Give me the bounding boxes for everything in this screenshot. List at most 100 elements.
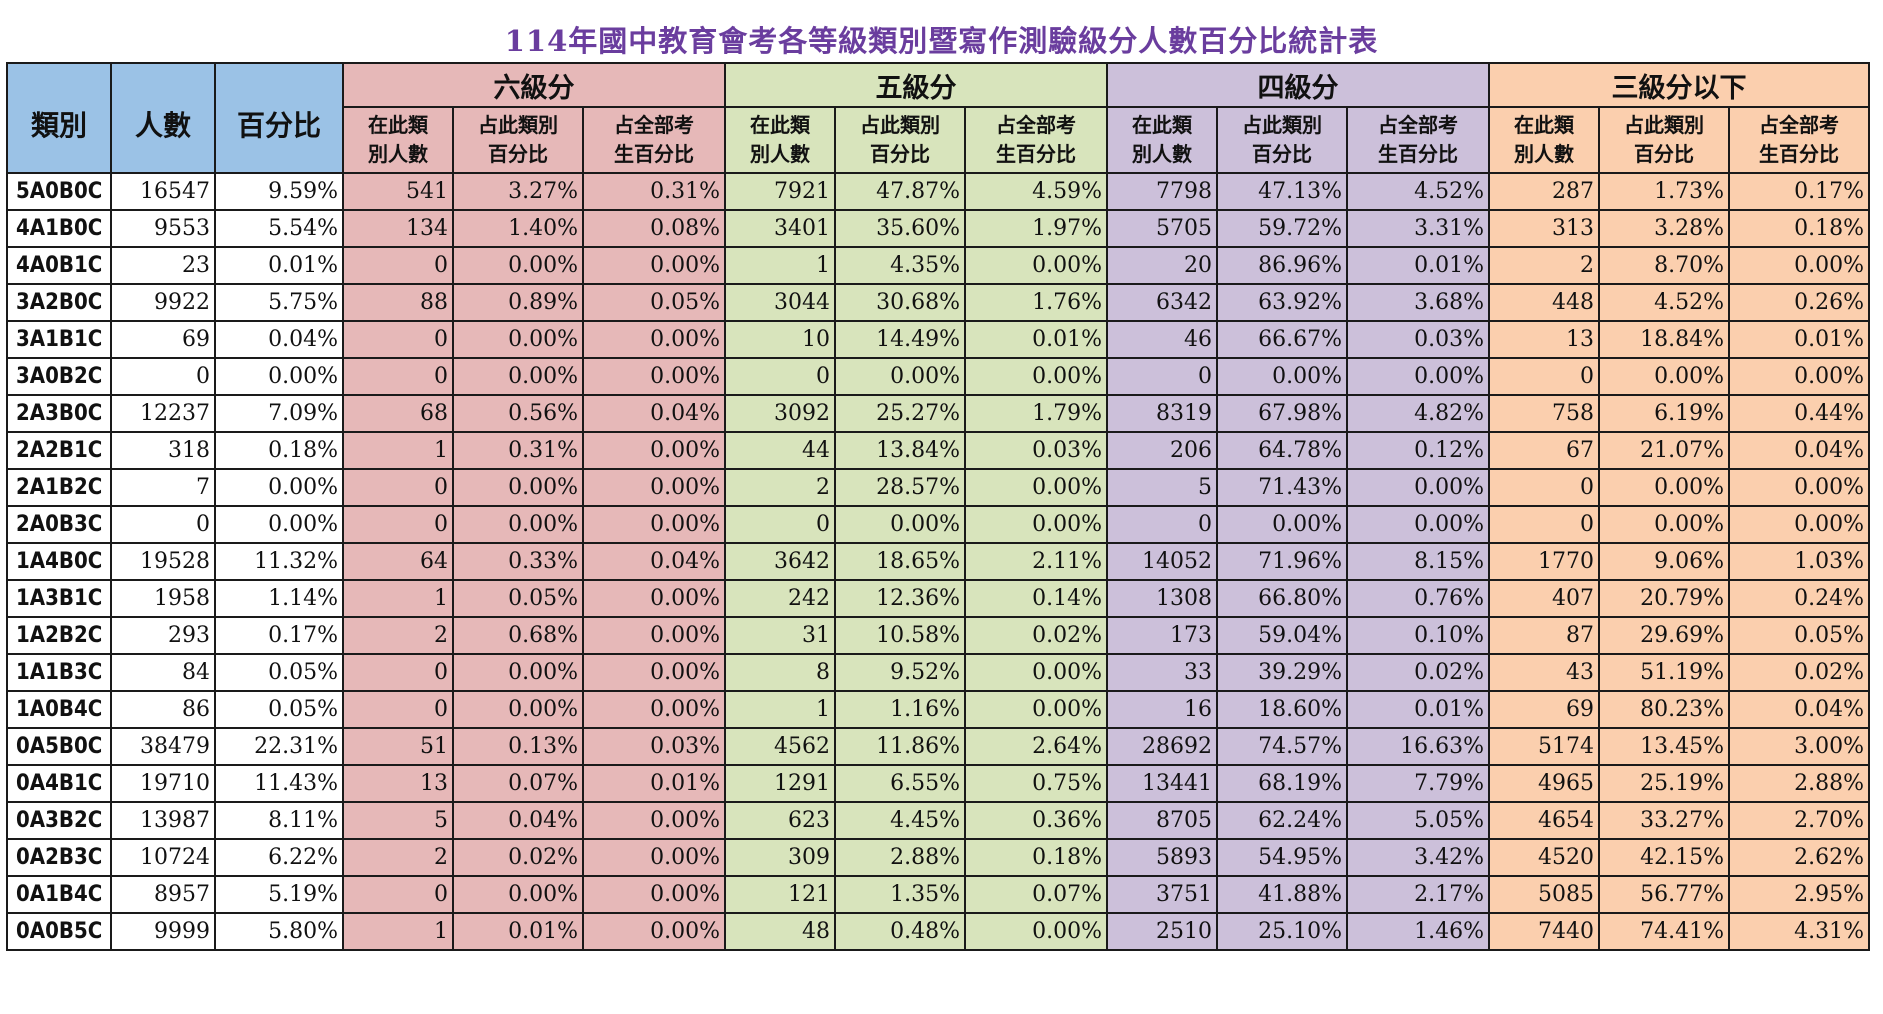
level3-below-category-percent-cell: 33.27% <box>1598 801 1730 840</box>
level4-category-percent-cell: 66.80% <box>1216 579 1348 618</box>
level3-below-category-percent-cell: 8.70% <box>1598 246 1730 285</box>
level3-below-category-percent-cell: 20.79% <box>1598 579 1730 618</box>
level4-total-percent-cell: 7.79% <box>1346 764 1490 803</box>
level4-count-cell: 13441 <box>1106 764 1218 803</box>
level5-category-percent-cell: 0.00% <box>834 505 966 544</box>
table-row: 1A2B2C 293 0.17% 2 0.68% 0.00% 31 10.58% 0.02% 17… <box>6 616 1870 655</box>
level6-category-percent-cell: 0.00% <box>452 320 584 359</box>
count-cell: 1958 <box>110 579 216 618</box>
category-cell: 4A0B1C <box>6 246 112 285</box>
level3-below-count-cell: 758 <box>1488 394 1600 433</box>
table-row: 2A3B0C 12237 7.09% 68 0.56% 0.04% 3092 25.27% 1.… <box>6 394 1870 433</box>
level6-count-cell: 64 <box>342 542 454 581</box>
level5-count-cell: 309 <box>724 838 836 877</box>
level6-count-cell: 0 <box>342 690 454 729</box>
count-cell: 318 <box>110 431 216 470</box>
table-row: 5A0B0C 16547 9.59% 541 3.27% 0.31% 7921 47.87% 4… <box>6 172 1870 211</box>
level6-count-cell: 0 <box>342 246 454 285</box>
level4-total-percent-cell: 3.31% <box>1346 209 1490 248</box>
table-row: 1A0B4C 86 0.05% 0 0.00% 0.00% 1 1.16% 0.00% 16 18.… <box>6 690 1870 729</box>
level6-category-percent-cell: 0.00% <box>452 875 584 914</box>
level6-category-percent-cell: 0.00% <box>452 505 584 544</box>
category-cell: 1A0B4C <box>6 690 112 729</box>
level3-below-category-percent-cell: 0.00% <box>1598 468 1730 507</box>
level4-total-percent-cell: 3.42% <box>1346 838 1490 877</box>
level4-total-percent-cell: 4.82% <box>1346 394 1490 433</box>
percent-cell: 0.00% <box>214 468 344 507</box>
level3-below-count-cell: 0 <box>1488 357 1600 396</box>
level6-total-percent-cell: 0.00% <box>582 838 726 877</box>
category-cell: 0A3B2C <box>6 801 112 840</box>
percent-cell: 0.18% <box>214 431 344 470</box>
count-cell: 9922 <box>110 283 216 322</box>
level5-total-percent-cell: 0.00% <box>964 690 1108 729</box>
level4-count-cell: 46 <box>1106 320 1218 359</box>
level6-count-cell: 541 <box>342 172 454 211</box>
level5-category-percent-cell: 13.84% <box>834 431 966 470</box>
level3-below-category-percent-cell: 74.41% <box>1598 912 1730 951</box>
level4-total-percent-cell: 0.02% <box>1346 653 1490 692</box>
count-cell: 9553 <box>110 209 216 248</box>
level5-total-percent-cell: 0.00% <box>964 357 1108 396</box>
level4-category-percent-cell: 74.57% <box>1216 727 1348 766</box>
level3-below-count-cell: 2 <box>1488 246 1600 285</box>
level5-category-percent-cell: 1.35% <box>834 875 966 914</box>
level4-category-percent-cell: 54.95% <box>1216 838 1348 877</box>
level4-total-percent-cell: 8.15% <box>1346 542 1490 581</box>
category-cell: 0A0B5C <box>6 912 112 951</box>
level4-total-percent-cell: 2.17% <box>1346 875 1490 914</box>
level6-category-percent-cell: 0.05% <box>452 579 584 618</box>
level6-total-percent-cell: 0.01% <box>582 764 726 803</box>
category-cell: 2A1B2C <box>6 468 112 507</box>
level5-count-cell: 1 <box>724 690 836 729</box>
category-cell: 3A0B2C <box>6 357 112 396</box>
count-cell: 16547 <box>110 172 216 211</box>
level6-total-percent-cell: 0.00% <box>582 505 726 544</box>
subheader-level3-below-count: 在此類 別人數 <box>1488 106 1600 174</box>
level6-count-cell: 2 <box>342 838 454 877</box>
percent-cell: 0.00% <box>214 357 344 396</box>
level6-category-percent-cell: 0.89% <box>452 283 584 322</box>
level4-category-percent-cell: 41.88% <box>1216 875 1348 914</box>
level4-count-cell: 8319 <box>1106 394 1218 433</box>
level6-category-percent-cell: 0.00% <box>452 246 584 285</box>
table-row: 3A0B2C 0 0.00% 0 0.00% 0.00% 0 0.00% 0.00% 0 0.00%… <box>6 357 1870 396</box>
level6-total-percent-cell: 0.00% <box>582 357 726 396</box>
level4-count-cell: 5893 <box>1106 838 1218 877</box>
level5-count-cell: 3092 <box>724 394 836 433</box>
category-cell: 2A2B1C <box>6 431 112 470</box>
level3-below-category-percent-cell: 0.00% <box>1598 357 1730 396</box>
header-count: 人數 <box>110 62 216 174</box>
level3-below-category-percent-cell: 25.19% <box>1598 764 1730 803</box>
level5-total-percent-cell: 0.18% <box>964 838 1108 877</box>
percent-cell: 9.59% <box>214 172 344 211</box>
level6-total-percent-cell: 0.00% <box>582 801 726 840</box>
level5-category-percent-cell: 47.87% <box>834 172 966 211</box>
level4-category-percent-cell: 67.98% <box>1216 394 1348 433</box>
percent-cell: 5.19% <box>214 875 344 914</box>
level4-count-cell: 14052 <box>1106 542 1218 581</box>
level4-category-percent-cell: 59.72% <box>1216 209 1348 248</box>
category-cell: 0A2B3C <box>6 838 112 877</box>
header-category: 類別 <box>6 62 112 174</box>
count-cell: 0 <box>110 357 216 396</box>
level5-total-percent-cell: 0.00% <box>964 912 1108 951</box>
level4-total-percent-cell: 1.46% <box>1346 912 1490 951</box>
level3-below-total-percent-cell: 0.01% <box>1728 320 1870 359</box>
level6-category-percent-cell: 0.33% <box>452 542 584 581</box>
percent-cell: 0.05% <box>214 690 344 729</box>
level4-category-percent-cell: 25.10% <box>1216 912 1348 951</box>
header-level3-below: 三級分以下 <box>1488 62 1870 108</box>
level5-category-percent-cell: 1.16% <box>834 690 966 729</box>
level4-category-percent-cell: 68.19% <box>1216 764 1348 803</box>
level5-count-cell: 0 <box>724 505 836 544</box>
table-row: 0A2B3C 10724 6.22% 2 0.02% 0.00% 309 2.88% 0.18%… <box>6 838 1870 877</box>
level6-count-cell: 2 <box>342 616 454 655</box>
level5-total-percent-cell: 2.11% <box>964 542 1108 581</box>
count-cell: 8957 <box>110 875 216 914</box>
level5-count-cell: 31 <box>724 616 836 655</box>
table-row: 0A0B5C 9999 5.80% 1 0.01% 0.00% 48 0.48% 0.00% 25… <box>6 912 1870 951</box>
level5-count-cell: 8 <box>724 653 836 692</box>
level3-below-count-cell: 0 <box>1488 468 1600 507</box>
level3-below-total-percent-cell: 3.00% <box>1728 727 1870 766</box>
